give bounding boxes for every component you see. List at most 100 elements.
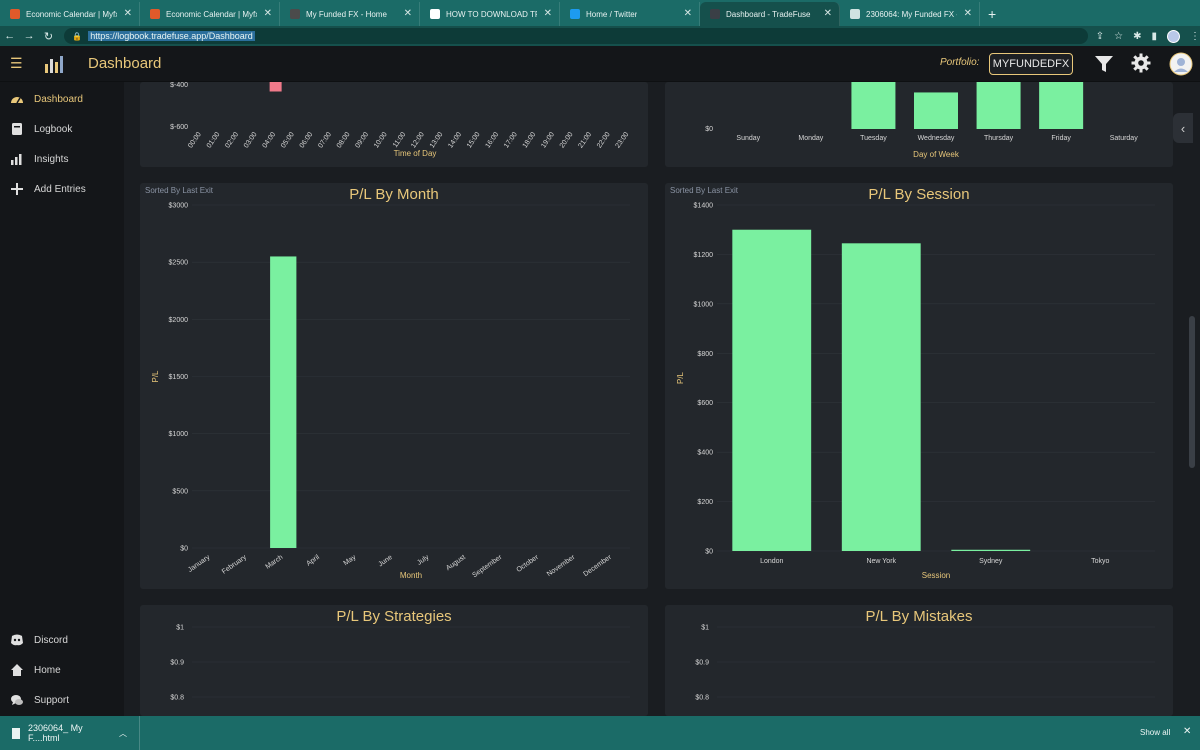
share-icon[interactable]: ⇪ (1095, 30, 1105, 42)
forward-icon[interactable]: → (23, 30, 35, 42)
portfolio-select[interactable]: MYFUNDEDFX (989, 53, 1073, 75)
download-filename: 2306064_ My F....html (28, 723, 83, 743)
x-tick-label: 06:00 (299, 131, 315, 149)
chevron-up-icon[interactable]: ︿ (119, 728, 127, 738)
address-bar[interactable]: 🔒 https://logbook.tradefuse.app/Dashboar… (64, 28, 1088, 44)
sidebar-item-label: Dashboard (34, 93, 83, 105)
y-tick-label: $1400 (694, 203, 714, 210)
close-icon[interactable]: ✕ (263, 8, 272, 19)
tab-title: 2306064: My Funded FX - Tw (866, 9, 957, 19)
x-tick-label: November (546, 554, 577, 579)
sidebar-item-label: Support (34, 694, 70, 706)
hamburger-icon[interactable]: ☰ (10, 55, 23, 71)
chart-by-session: $0 $200 $400 $600 $800 $1000 $1200 $1400 London N… (676, 203, 1155, 580)
tradefuse-icon (710, 9, 720, 19)
close-icon[interactable]: ✕ (403, 8, 412, 19)
y-tick-label: $200 (697, 499, 713, 506)
app-header: ☰ Dashboard Portfolio: MYFUNDEDFX (0, 46, 1200, 82)
sidebar-item-label: Add Entries (34, 183, 86, 195)
browser-tab[interactable]: Home / Twitter ✕ (560, 2, 700, 26)
sidebar: Dashboard Logbook Insights Add Entries Disc… (0, 82, 124, 716)
y-tick-label: $1 (176, 625, 184, 632)
sidebar-item-home[interactable]: Home (0, 655, 124, 685)
show-all-button[interactable]: Show all (1140, 728, 1171, 737)
back-icon[interactable]: ← (4, 30, 16, 42)
x-tick-label: 05:00 (280, 131, 296, 149)
close-icon[interactable]: ✕ (963, 8, 972, 19)
tab-title: Home / Twitter (586, 9, 638, 19)
x-tick-label: Sunday (736, 135, 760, 142)
sidebar-item-dashboard[interactable]: Dashboard (0, 84, 124, 114)
chart-day-of-week: $0 Sunday Monday Tuesday Wednesday Thursday Fr… (705, 82, 1138, 159)
browser-tab[interactable]: Dashboard - TradeFuse ✕ (700, 2, 840, 26)
url-text[interactable]: https://logbook.tradefuse.app/Dashboard (88, 31, 255, 41)
chart-by-strategies: $1 $0.9 $0.8 (170, 625, 630, 702)
browser-tab[interactable]: Economic Calendar | Myfxbook ✕ (0, 2, 140, 26)
star-icon[interactable]: ☆ (1114, 30, 1124, 42)
filter-icon[interactable] (1094, 54, 1114, 74)
plus-icon (10, 182, 24, 196)
user-avatar[interactable] (1169, 52, 1193, 76)
twitter-icon (570, 9, 580, 19)
close-icon[interactable]: ✕ (543, 8, 552, 19)
sidebar-item-logbook[interactable]: Logbook (0, 114, 124, 144)
y-tick-label: $0.8 (170, 695, 184, 702)
menu-icon[interactable]: ⋮ (1190, 30, 1200, 42)
support-icon (10, 693, 24, 707)
x-tick-label: September (471, 554, 504, 580)
x-tick-label: 12:00 (410, 131, 426, 149)
extensions-icon[interactable]: ✱ (1133, 30, 1142, 42)
browser-tab[interactable]: 2306064: My Funded FX - Tw ✕ (840, 2, 980, 26)
bar (1039, 82, 1084, 129)
chart-title: P/L By Month (349, 186, 439, 203)
bar (732, 229, 812, 551)
close-icon[interactable]: ✕ (823, 8, 832, 19)
sidebar-item-label: Discord (34, 634, 68, 646)
browser-tab[interactable]: HOW TO DOWNLOAD TRADE ✕ (420, 2, 560, 26)
x-tick-label: Tuesday (860, 135, 887, 142)
x-tick-label: July (416, 554, 431, 567)
collapse-panel-button[interactable]: ‹ (1173, 113, 1193, 143)
x-tick-label: 21:00 (577, 131, 593, 149)
tab-title: My Funded FX - Home (306, 9, 387, 19)
file-icon (12, 727, 21, 739)
sidebar-item-add-entries[interactable]: Add Entries (0, 174, 124, 204)
y-tick-label: $1200 (694, 252, 714, 259)
y-tick-label: $1500 (169, 374, 189, 381)
x-tick-label: New York (866, 558, 896, 565)
profile-avatar[interactable] (1167, 29, 1181, 43)
tab-title: Economic Calendar | Myfxbook (26, 9, 117, 19)
bar (841, 243, 921, 552)
y-tick-label: $600 (697, 400, 713, 407)
sidebar-item-insights[interactable]: Insights (0, 144, 124, 174)
browser-tab[interactable]: My Funded FX - Home ✕ (280, 2, 420, 26)
bar (851, 82, 896, 129)
gear-icon[interactable] (1131, 53, 1151, 73)
chart-by-mistakes: $1 $0.9 $0.8 (695, 625, 1155, 702)
scrollbar[interactable] (1189, 316, 1195, 468)
sidebar-item-support[interactable]: Support (0, 685, 124, 715)
x-tick-label: Tokyo (1091, 558, 1109, 565)
x-tick-label: Friday (1051, 135, 1071, 142)
close-icon[interactable]: ✕ (683, 8, 692, 19)
x-tick-label: 00:00 (187, 131, 203, 149)
close-icon[interactable]: ✕ (123, 8, 132, 19)
download-item[interactable]: 2306064_ My F....html ︿ (0, 716, 140, 750)
reload-icon[interactable]: ↻ (43, 30, 54, 43)
browser-tab[interactable]: Economic Calendar | Myfxbook ✕ (140, 2, 280, 26)
browser-tab-strip: Economic Calendar | Myfxbook✕Economic Ca… (0, 0, 1200, 26)
sorted-label: Sorted By Last Exit (670, 186, 739, 195)
new-tab-button[interactable]: + (988, 6, 997, 22)
insights-icon (10, 152, 24, 166)
logbook-icon (10, 122, 24, 136)
tradefuse-logo[interactable] (42, 52, 66, 76)
sidepanel-icon[interactable]: ▮ (1151, 30, 1158, 42)
close-icon[interactable]: ✕ (1183, 726, 1192, 737)
sidebar-item-discord[interactable]: Discord (0, 625, 124, 655)
tab-title: Economic Calendar | Myfxbook (166, 9, 257, 19)
sidebar-item-label: Home (34, 664, 61, 676)
browser-toolbar: ← → ↻ 🔒 https://logbook.tradefuse.app/Da… (0, 26, 1200, 46)
x-axis-label: Day of Week (913, 150, 960, 159)
x-tick-label: 16:00 (484, 131, 500, 149)
chart-by-month: $0 $500 $1000 $1500 $2000 $2500 $3000 January Fe… (151, 203, 630, 580)
